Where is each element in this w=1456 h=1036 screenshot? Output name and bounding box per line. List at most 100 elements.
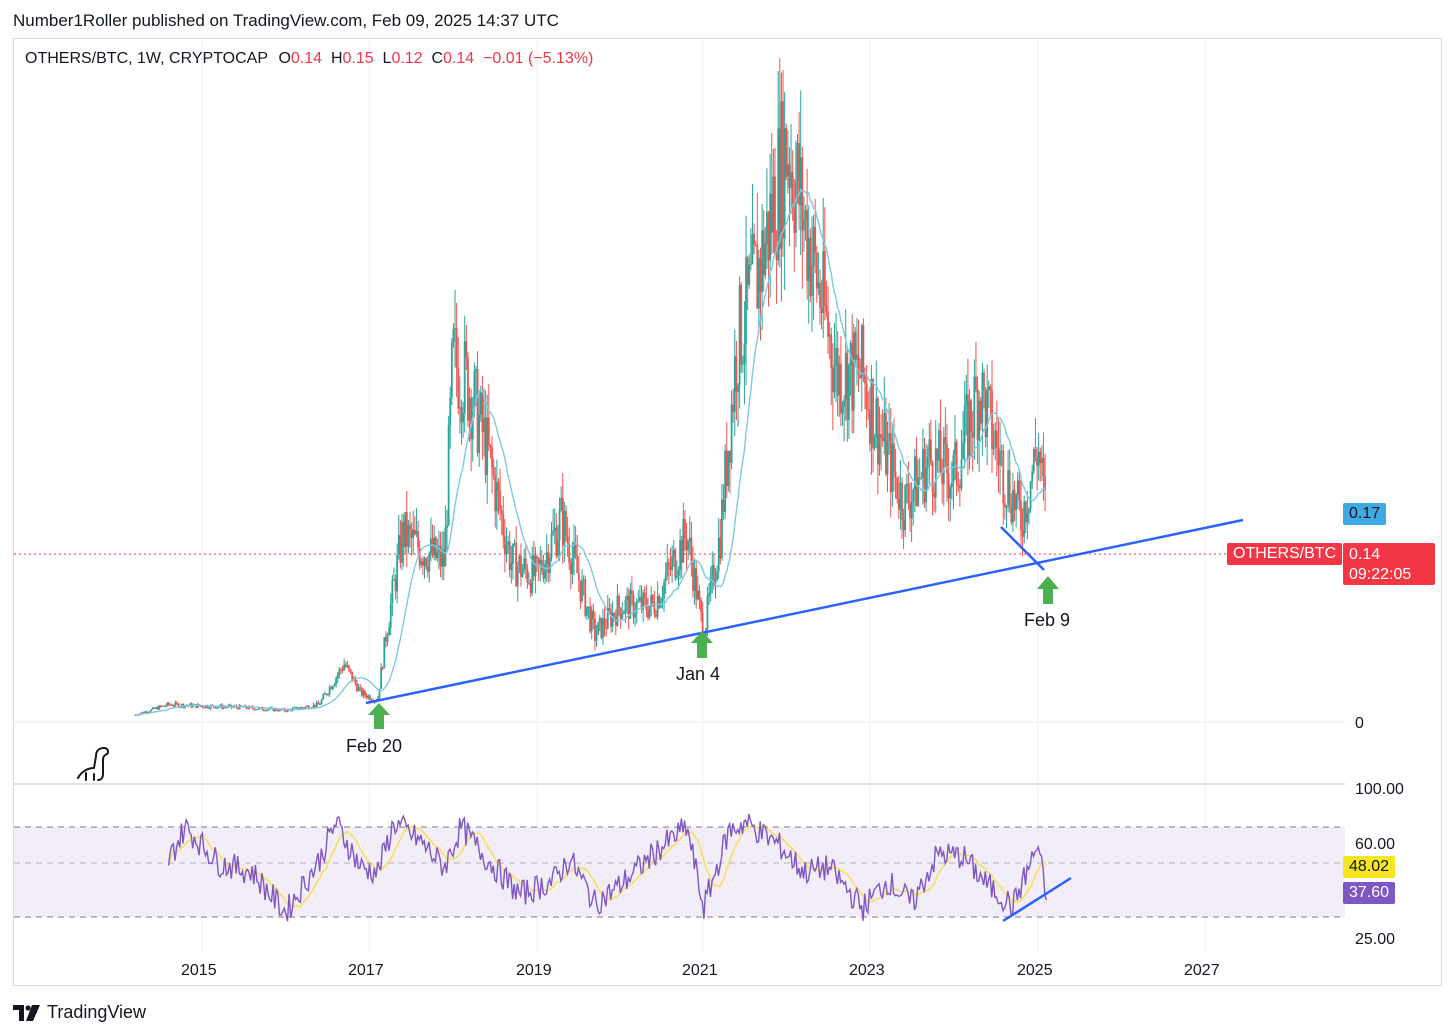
candle-body [708, 593, 710, 597]
rsi-axis-label: 60.00 [1355, 836, 1395, 853]
candle-body [385, 637, 387, 642]
candle-body [1003, 503, 1006, 508]
candle-body [889, 433, 892, 493]
candle-body [1031, 471, 1034, 482]
candle-body [727, 451, 730, 486]
candle-body [478, 414, 481, 453]
candle-body [523, 558, 526, 570]
candle-body [749, 264, 752, 266]
candle-body [1042, 457, 1045, 477]
candle-body [367, 695, 370, 698]
candle-body [606, 607, 609, 629]
candle-body [545, 552, 548, 564]
candle-body [481, 392, 484, 432]
candle-body [417, 530, 419, 549]
candle-body [611, 612, 614, 627]
moving-average-line [135, 188, 1046, 716]
candle-body [555, 527, 558, 556]
candle-body [786, 164, 789, 177]
arrow-up-icon [1037, 576, 1059, 604]
candle-body [862, 325, 865, 374]
candle-body [590, 610, 593, 632]
candle-body [676, 575, 678, 578]
candle-body [909, 503, 911, 519]
candle-body [151, 707, 154, 710]
candle-body [426, 567, 429, 572]
candle-body [852, 332, 855, 411]
candle-body [942, 437, 945, 485]
legend-open: 0.14 [290, 50, 323, 67]
candle-body [553, 527, 556, 531]
candle-body [732, 404, 735, 412]
candle-body [365, 695, 368, 698]
candle-body [860, 325, 863, 379]
candle-body [1026, 512, 1029, 523]
candle-body [222, 706, 225, 709]
candle-body [393, 579, 395, 581]
candle-body [791, 172, 794, 210]
candle-body [738, 284, 741, 386]
candle-body [208, 707, 210, 709]
candle-body [166, 702, 169, 706]
candle-body [161, 705, 164, 707]
time-axis[interactable]: 2015 2017 2019 2021 2023 2025 2027 [181, 962, 1220, 979]
candle-body [682, 518, 685, 563]
x-tick-label: 2017 [348, 962, 384, 979]
tradingview-brand[interactable]: TradingView [13, 1002, 146, 1023]
candle-body [410, 529, 413, 538]
candle-body [833, 365, 836, 393]
candle-body [975, 376, 977, 390]
candle-body [915, 456, 918, 506]
candle-body [516, 567, 519, 587]
legend-high: 0.15 [342, 50, 374, 67]
candle-body [719, 537, 722, 559]
candle-body [973, 376, 976, 438]
candle-body [913, 456, 916, 490]
candle-body [462, 413, 464, 423]
candle-body [524, 558, 527, 569]
candle-body [753, 234, 755, 245]
candle-body [630, 590, 633, 595]
candle-body [581, 580, 583, 601]
candle-body [976, 389, 979, 441]
candle-body [394, 579, 397, 592]
candle-body [626, 595, 628, 600]
candle-body [830, 334, 833, 369]
candle-body [843, 399, 846, 407]
candle-body [856, 354, 858, 360]
candle-body [574, 542, 577, 555]
candle-body [256, 709, 259, 711]
candle-body [557, 540, 559, 556]
symbol-legend[interactable]: OTHERS/BTC, 1W, CRYPTOCAP O0.14 H0.15 L0… [25, 50, 593, 68]
candle-body [672, 549, 675, 557]
candle-body [669, 566, 672, 571]
candle-body [647, 610, 649, 618]
candle-body [534, 556, 537, 577]
x-tick-label: 2027 [1184, 962, 1220, 979]
candle-body [267, 709, 270, 711]
candle-body [778, 128, 781, 249]
support-trendline[interactable] [365, 518, 1244, 705]
candle-body [823, 250, 826, 306]
recent-drop-trendline[interactable] [1000, 526, 1045, 571]
candle-body [777, 128, 780, 261]
candle-body [989, 386, 992, 391]
candle-body [846, 352, 849, 420]
rsi-divergence-trendline[interactable] [1002, 876, 1072, 923]
candle-body [1032, 448, 1035, 472]
candle-body [1013, 490, 1016, 511]
candle-body [743, 343, 746, 364]
candle-body [888, 433, 891, 441]
candle-body [648, 606, 651, 618]
candle-body [465, 341, 468, 358]
candle-body [600, 617, 603, 638]
candle-body [502, 513, 505, 537]
candle-body [399, 534, 402, 563]
candle-body [1016, 480, 1019, 495]
candle-body [783, 128, 786, 239]
candle-body [180, 704, 183, 707]
candle-body [147, 712, 149, 714]
candle-body [1002, 450, 1005, 504]
candle-body [1039, 451, 1042, 464]
